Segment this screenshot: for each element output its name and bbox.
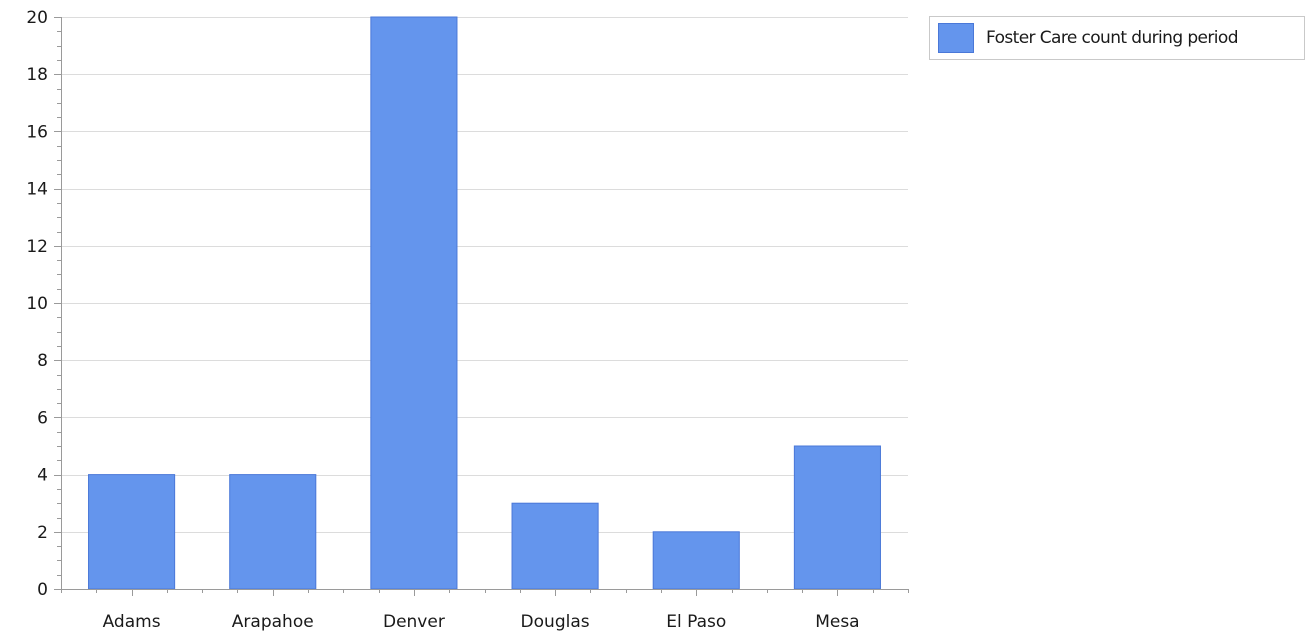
y-tick-label: 0 (37, 580, 48, 600)
bar (88, 474, 176, 590)
bar (370, 16, 458, 590)
y-tick-label: 16 (26, 122, 48, 142)
y-tick-label: 14 (26, 180, 48, 200)
bar (229, 474, 317, 590)
bar (511, 502, 599, 590)
x-tick-label: Arapahoe (232, 612, 314, 632)
x-tick-label: Mesa (815, 612, 859, 632)
legend-swatch (938, 23, 974, 53)
y-tick-label: 12 (26, 237, 48, 257)
y-tick-label: 10 (26, 294, 48, 314)
legend: Foster Care count during period (929, 16, 1305, 60)
y-tick-label: 20 (26, 8, 48, 28)
legend-label: Foster Care count during period (986, 28, 1238, 48)
x-tick-label: Denver (383, 612, 445, 632)
y-tick-label: 6 (37, 408, 48, 428)
bar (793, 445, 881, 590)
x-tick-label: Adams (103, 612, 161, 632)
y-tick-label: 8 (37, 351, 48, 371)
y-tick-label: 2 (37, 523, 48, 543)
x-tick-label: El Paso (666, 612, 726, 632)
y-tick-label: 18 (26, 65, 48, 85)
y-tick-label: 4 (37, 466, 48, 486)
bar (652, 531, 740, 590)
x-tick-label: Douglas (521, 612, 590, 632)
